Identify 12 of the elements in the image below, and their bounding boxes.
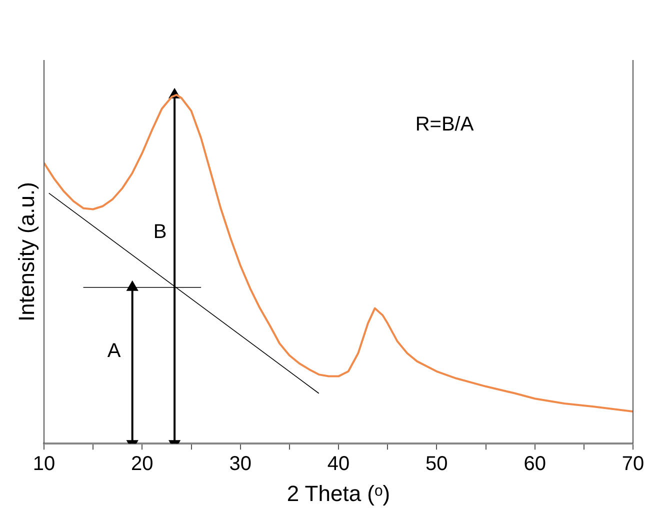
x-tick-label: 10 bbox=[32, 453, 56, 476]
x-tick-label: 70 bbox=[622, 453, 644, 476]
annotation: B bbox=[153, 221, 167, 244]
x-tick-label: 20 bbox=[131, 453, 154, 476]
x-tick-label: 50 bbox=[426, 453, 448, 476]
y-axis-title: Intensity (a.u.) bbox=[14, 182, 40, 322]
x-tick-label: 30 bbox=[229, 453, 252, 476]
x-tick-label: 40 bbox=[327, 453, 350, 476]
x-axis-title: 2 Theta (ᵒ) bbox=[286, 480, 390, 506]
annotation: R=B/A bbox=[415, 114, 474, 136]
annotation: A bbox=[107, 340, 122, 362]
x-tick-label: 60 bbox=[524, 453, 546, 476]
